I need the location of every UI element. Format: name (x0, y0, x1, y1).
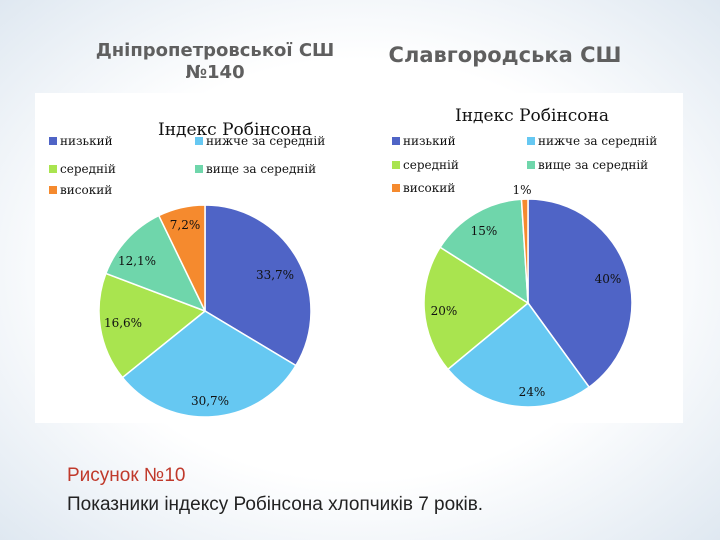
chart-left-legend-label: високий (60, 183, 112, 197)
figure-number: Рисунок №10 (67, 465, 186, 486)
chart-right-legend-label: високий (403, 181, 455, 195)
chart-right-data-label: 15% (471, 224, 498, 238)
pie-chart-right: Індекс Робінсона низький нижче за середній… (392, 106, 657, 408)
chart-left-data-label: 12,1% (118, 254, 156, 268)
chart-right-legend-label: нижче за середній (538, 134, 657, 148)
chart-right-legend-swatch (527, 137, 535, 145)
chart-right-legend-label: середній (403, 158, 459, 172)
chart-right-slice (423, 246, 530, 371)
chart-right-slice (439, 198, 529, 305)
chart-right-title: Індекс Робінсона (455, 106, 609, 126)
chart-right-slice (446, 301, 591, 408)
chart-right-legend-label: низький (403, 134, 456, 148)
chart-left-data-label: 33,7% (256, 268, 294, 282)
chart-right-slice (520, 198, 529, 304)
chart-left-legend-swatch (49, 137, 57, 145)
chart-left-legend-label: середній (60, 162, 116, 176)
chart-left-legend-label: низький (60, 134, 113, 148)
chart-right-legend-label: вище за середній (538, 158, 648, 172)
chart-right-slice (527, 198, 633, 389)
left-school-title: Дніпропетровської СШ №140 (95, 40, 335, 83)
chart-left-legend-swatch (49, 186, 57, 194)
chart-left-data-label: 7,2% (170, 218, 201, 232)
chart-left-legend-label: нижче за середній (206, 134, 325, 148)
chart-left-slice (121, 310, 297, 418)
chart-right-legend-swatch (392, 184, 400, 192)
chart-panel-left: Індекс Робінсона низький нижче за середній… (35, 93, 356, 423)
chart-right-legend-swatch (392, 137, 400, 145)
chart-right-legend-swatch (392, 161, 400, 169)
chart-right-data-label: 40% (595, 272, 622, 286)
chart-left-data-label: 30,7% (191, 394, 229, 408)
right-school-title: Славгородська СШ (388, 43, 622, 67)
chart-right-legend-swatch (527, 161, 535, 169)
chart-left-legend-swatch (195, 165, 203, 173)
chart-right-data-label: 24% (519, 385, 546, 399)
chart-right-data-label: 20% (431, 304, 458, 318)
chart-right-data-label: 1% (512, 183, 531, 197)
figure-caption: Показники індексу Робінсона хлопчиків 7 … (67, 494, 484, 515)
chart-left-legend-label: вище за середній (206, 162, 316, 176)
chart-left-legend-swatch (49, 165, 57, 173)
chart-left-legend-swatch (195, 137, 203, 145)
chart-panel-right: Індекс Робінсона низький нижче за середній… (362, 93, 683, 423)
chart-left-title: Індекс Робінсона (158, 120, 312, 140)
chart-left-slice (157, 204, 206, 312)
chart-left-slice (98, 272, 207, 379)
pie-chart-left: Індекс Робінсона низький нижче за середній… (49, 120, 325, 418)
chart-left-slice (104, 214, 207, 313)
chart-left-data-label: 16,6% (104, 316, 142, 330)
chart-left-slice (204, 204, 312, 367)
